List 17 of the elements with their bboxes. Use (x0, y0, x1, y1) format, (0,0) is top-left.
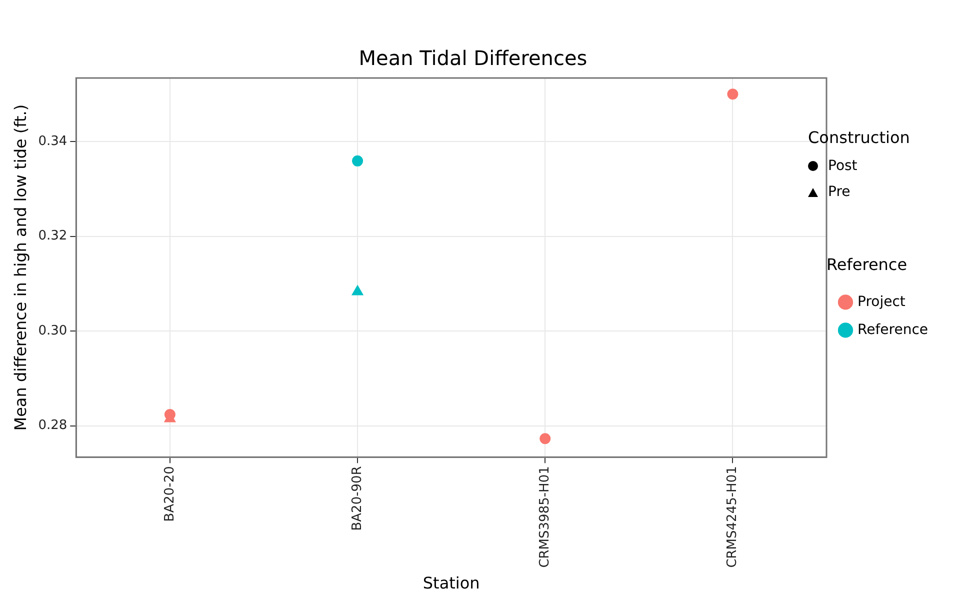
text: Pre (828, 184, 850, 200)
legend-label: Reference (858, 322, 928, 338)
y-tick-label: 0.32 (38, 228, 68, 244)
chart-title: Mean Tidal Differences (358, 46, 588, 70)
x-axis-title: Station (422, 574, 480, 593)
annotation: Construction (808, 128, 910, 147)
legend-label: Project (858, 294, 906, 310)
x-tick-label: BA20-90R (350, 466, 365, 531)
legend-title: Reference (826, 255, 908, 274)
y-axis-title: Mean difference in high and low tide (ft.) (10, 104, 30, 431)
text: Post (828, 158, 858, 174)
x-tick-label: CRMS4245-H01 (725, 466, 740, 568)
y-tick-label: 0.30 (38, 323, 68, 338)
x-tick-label: CRMS3985-H01 (537, 466, 552, 568)
y-tick-label: 0.34 (38, 134, 68, 149)
x-tick-label: BA20-20 (162, 466, 178, 522)
y-tick-label: 0.28 (38, 418, 68, 434)
